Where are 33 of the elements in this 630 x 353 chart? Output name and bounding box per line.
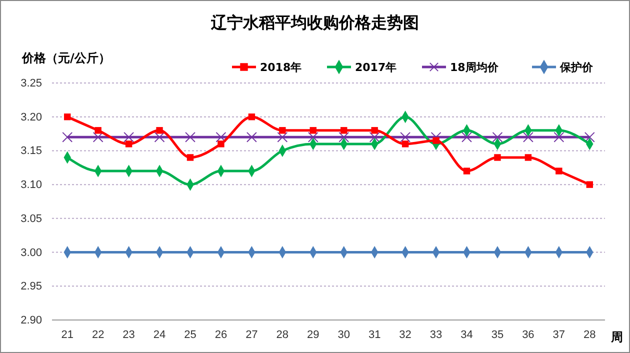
x-tick-label: 25 — [184, 328, 196, 341]
y-tick-label: 3.05 — [20, 212, 42, 225]
x-tick-label: 21 — [61, 328, 74, 341]
legend-label: 18周均价 — [450, 61, 500, 74]
x-axis-title: 周 — [610, 330, 623, 344]
x-tick-label: 28 — [276, 328, 289, 341]
x-tick-label: 24 — [153, 328, 166, 341]
x-tick-label: 35 — [491, 328, 504, 341]
y-axis-title: 价格（元/公斤） — [21, 51, 110, 65]
y-tick-label: 3.00 — [20, 246, 42, 259]
x-tick-label: 26 — [214, 328, 228, 341]
x-tick-label: 22 — [92, 328, 104, 341]
x-tick-label: 23 — [122, 328, 135, 341]
x-tick-label: 36 — [522, 328, 534, 341]
y-tick-label: 2.90 — [20, 314, 42, 327]
y-tick-label: 3.25 — [20, 78, 42, 90]
chart-title: 辽宁水稻平均收购价格走势图 — [210, 13, 419, 32]
x-tick-label: 33 — [430, 328, 442, 341]
x-tick-label: 34 — [460, 328, 473, 341]
x-tick-label: 28 — [584, 328, 596, 341]
y-tick-label: 3.20 — [20, 111, 42, 124]
x-tick-label: 27 — [246, 328, 258, 341]
legend-label: 保护价 — [559, 61, 594, 74]
legend-label: 2017年 — [355, 61, 397, 74]
y-tick-label: 3.15 — [20, 145, 42, 158]
legend-label: 2018年 — [260, 61, 302, 74]
x-tick-label: 30 — [338, 328, 350, 341]
y-tick-label: 3.10 — [20, 179, 42, 192]
x-tick-label: 37 — [552, 328, 566, 341]
x-tick-label: 31 — [368, 328, 381, 341]
y-tick-label: 2.95 — [20, 280, 42, 293]
x-tick-label: 29 — [307, 328, 320, 341]
x-tick-label: 32 — [399, 328, 412, 341]
